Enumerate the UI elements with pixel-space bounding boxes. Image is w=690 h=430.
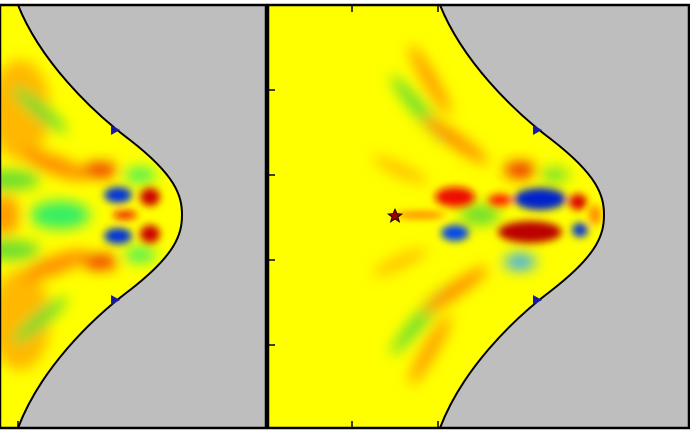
- source: [386, 208, 404, 223]
- boundary: [439, 4, 606, 429]
- receiver: [111, 125, 120, 135]
- right-panel: [266, 3, 690, 430]
- boundary: [17, 4, 184, 429]
- wavefield: [372, 45, 601, 385]
- frame: [266, 3, 690, 430]
- receiver: [533, 125, 542, 135]
- wavefield: [0, 60, 160, 370]
- receiver: [111, 295, 120, 305]
- frame: [0, 3, 268, 430]
- receiver: [533, 295, 542, 305]
- left-panel: [0, 3, 268, 430]
